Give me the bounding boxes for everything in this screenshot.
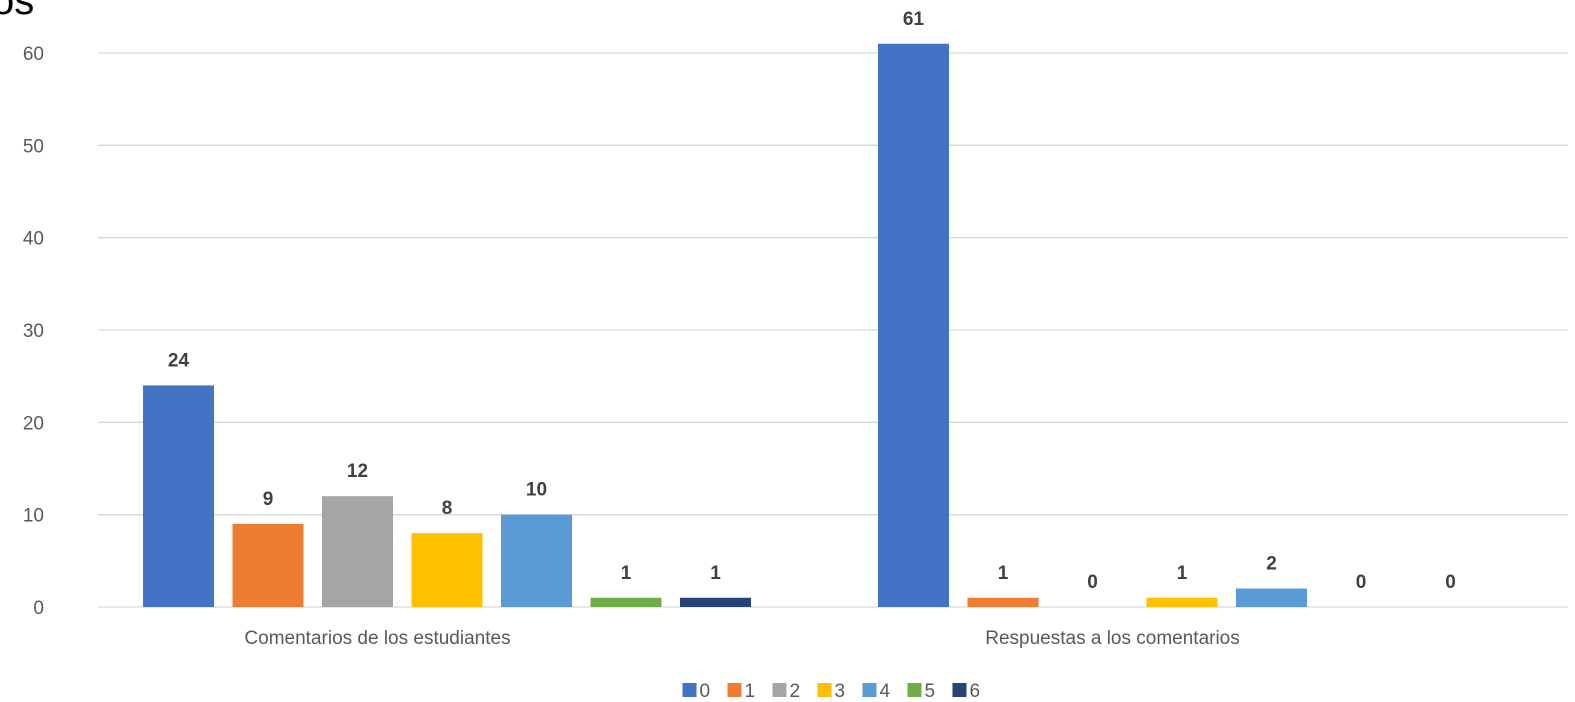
gridlines xyxy=(98,52,1568,608)
legend-swatch xyxy=(682,683,697,697)
data-label: 12 xyxy=(347,461,368,482)
x-category-label: Respuestas a los comentarios xyxy=(985,628,1240,649)
bar-series-3-respuestas xyxy=(1146,597,1218,607)
legend-swatch xyxy=(817,683,832,697)
legend-swatch xyxy=(952,683,967,697)
legend-label: 6 xyxy=(970,681,981,702)
data-label: 8 xyxy=(442,498,453,519)
bar-series-5-comentarios xyxy=(590,597,662,607)
y-tick-label: 20 xyxy=(23,413,44,434)
legend-label: 3 xyxy=(835,681,846,702)
bar-series-2-comentarios xyxy=(322,496,393,607)
legend-swatch xyxy=(772,683,787,697)
data-label: 9 xyxy=(263,489,274,510)
data-label: 0 xyxy=(1087,572,1098,593)
x-axis-category-labels: Comentarios de los estudiantes Respuestas… xyxy=(244,628,1239,649)
data-label: 10 xyxy=(526,480,547,501)
y-tick-label: 0 xyxy=(33,598,44,619)
legend-swatch xyxy=(907,683,922,697)
x-category-label: Comentarios de los estudiantes xyxy=(244,628,510,649)
y-tick-label: 40 xyxy=(23,229,44,250)
bar-series-1-comentarios xyxy=(232,523,304,607)
bars xyxy=(143,43,1307,608)
y-tick-label: 30 xyxy=(23,321,44,342)
legend-label: 5 xyxy=(925,681,936,702)
legend-label: 4 xyxy=(880,681,891,702)
y-axis-tick-labels: 0 10 20 30 40 50 60 xyxy=(23,44,44,619)
data-label: 1 xyxy=(1177,563,1188,584)
bar-series-4-comentarios xyxy=(501,514,572,607)
chart-title: os xyxy=(0,0,34,23)
data-label: 0 xyxy=(1445,572,1456,593)
data-label: 1 xyxy=(998,563,1009,584)
data-label: 61 xyxy=(903,9,925,30)
legend-label: 1 xyxy=(745,681,756,702)
bar-series-0-respuestas xyxy=(878,43,949,608)
data-label: 24 xyxy=(168,350,190,371)
bar-series-4-respuestas xyxy=(1236,588,1307,607)
y-tick-label: 60 xyxy=(23,44,44,65)
bar-series-0-comentarios xyxy=(143,385,214,607)
y-tick-label: 50 xyxy=(23,136,44,157)
data-label: 0 xyxy=(1356,572,1367,593)
legend-swatch xyxy=(727,683,742,697)
data-label: 1 xyxy=(710,563,721,584)
data-label: 2 xyxy=(1266,554,1277,575)
legend-swatch xyxy=(862,683,877,697)
legend-label: 0 xyxy=(700,681,711,702)
data-label: 1 xyxy=(621,563,632,584)
y-tick-label: 10 xyxy=(23,506,44,527)
bar-series-6-comentarios xyxy=(680,597,751,607)
legend: 0 1 2 3 4 5 6 xyxy=(682,681,981,702)
bar-series-3-comentarios xyxy=(411,533,483,607)
bar-series-1-respuestas xyxy=(967,597,1039,607)
legend-label: 2 xyxy=(790,681,801,702)
